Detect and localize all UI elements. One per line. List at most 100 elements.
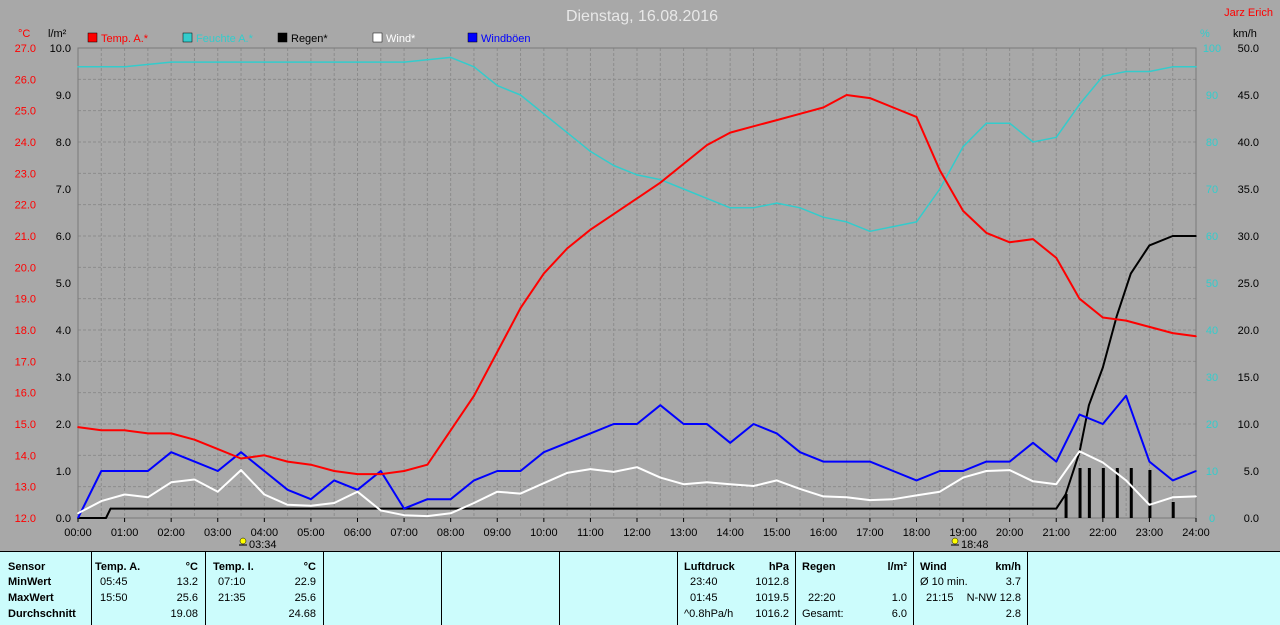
data-point-wind bbox=[473, 479, 475, 482]
data-point-temp bbox=[1125, 319, 1127, 322]
data-point-temp bbox=[1008, 241, 1011, 244]
data-point-humidity bbox=[962, 145, 964, 148]
data-point-wind bbox=[1171, 496, 1174, 499]
data-point-wind bbox=[1032, 480, 1034, 483]
data-point-humidity bbox=[892, 225, 894, 228]
data-point-temp bbox=[589, 228, 592, 231]
empty-column-3 bbox=[560, 552, 678, 625]
temp-tick-label: 26.0 bbox=[15, 74, 36, 86]
x-tick-label: 21:00 bbox=[1042, 527, 1070, 539]
data-point-rain bbox=[1148, 244, 1151, 247]
rain-interval-bar bbox=[1115, 468, 1119, 518]
rain-tick-label: 7.0 bbox=[56, 184, 71, 196]
rain-tick-label: 8.0 bbox=[56, 137, 71, 149]
wind-max-value: N-NW 12.8 bbox=[966, 592, 1021, 604]
data-point-wind bbox=[449, 512, 452, 515]
data-point-wind bbox=[915, 494, 918, 497]
data-point-temp bbox=[356, 473, 359, 475]
data-point-humidity bbox=[659, 178, 662, 181]
data-point-wind bbox=[1125, 395, 1127, 397]
x-tick-label: 10:00 bbox=[530, 527, 558, 539]
data-point-wind bbox=[356, 489, 359, 491]
data-point-temp bbox=[263, 454, 266, 457]
data-point-humidity bbox=[939, 188, 941, 190]
temp-tick-label: 13.0 bbox=[15, 482, 36, 494]
data-point-rain bbox=[1102, 366, 1104, 369]
data-point-temp bbox=[869, 97, 871, 99]
data-point-wind bbox=[263, 470, 266, 472]
sunset-marker: 18:48 bbox=[951, 537, 989, 551]
data-point-humidity bbox=[799, 207, 801, 209]
data-point-wind bbox=[123, 470, 126, 472]
x-tick-label: 06:00 bbox=[344, 527, 372, 539]
x-tick-label: 02:00 bbox=[157, 527, 185, 539]
wind-tick-label: 20.0 bbox=[1238, 325, 1259, 337]
rain-tick-label: 6.0 bbox=[56, 231, 71, 243]
data-point-temp bbox=[1078, 297, 1081, 300]
data-point-wind bbox=[589, 432, 592, 435]
sunset-icon bbox=[951, 537, 959, 546]
pressure-max-value: 1019.5 bbox=[755, 592, 789, 604]
empty-column-1 bbox=[324, 552, 442, 625]
temp-a-min-time: 05:45 bbox=[100, 576, 128, 588]
data-point-wind bbox=[333, 479, 336, 482]
data-point-temp bbox=[380, 473, 382, 475]
data-point-humidity bbox=[543, 113, 545, 115]
x-tick-label: 07:00 bbox=[390, 527, 418, 539]
data-point-humidity bbox=[123, 66, 126, 68]
data-point-wind bbox=[1171, 479, 1174, 482]
data-point-wind bbox=[1032, 442, 1034, 444]
data-point-humidity bbox=[589, 150, 592, 153]
data-point-temp bbox=[286, 460, 289, 463]
data-point-humidity bbox=[356, 61, 359, 63]
data-point-humidity bbox=[170, 61, 172, 63]
temp-i-header: Temp. I. bbox=[213, 561, 254, 573]
data-point-wind bbox=[217, 470, 219, 472]
data-point-wind bbox=[822, 495, 825, 498]
data-point-temp bbox=[799, 113, 801, 115]
temp-a-average: 19.08 bbox=[170, 608, 198, 620]
data-point-wind bbox=[1008, 460, 1011, 463]
data-point-wind bbox=[333, 502, 336, 504]
wind-tick-label: 50.0 bbox=[1238, 43, 1259, 55]
temp-tick-label: 21.0 bbox=[15, 231, 36, 243]
rain-bars bbox=[1064, 468, 1175, 518]
data-point-temp bbox=[612, 213, 615, 215]
sunrise-time: 03:34 bbox=[249, 539, 277, 551]
wind-value-3: 2.8 bbox=[1005, 608, 1021, 620]
data-point-wind bbox=[286, 489, 289, 491]
sunrise-marker: 03:34 bbox=[239, 537, 277, 551]
data-point-wind bbox=[217, 490, 219, 493]
data-point-temp bbox=[729, 131, 731, 134]
data-point-temp bbox=[822, 106, 825, 109]
rain-max-time: 22:20 bbox=[808, 592, 836, 604]
data-point-wind bbox=[1102, 461, 1104, 464]
data-point-temp bbox=[1148, 326, 1151, 328]
data-point-rain bbox=[1088, 404, 1090, 407]
legend-swatch bbox=[182, 32, 193, 43]
data-point-wind bbox=[612, 423, 615, 425]
sensor-header: Sensor bbox=[8, 561, 46, 573]
humidity-tick-label: 60 bbox=[1206, 231, 1218, 243]
data-point-temp bbox=[962, 210, 964, 212]
data-point-wind bbox=[426, 498, 429, 501]
durchschnitt-label: Durchschnitt bbox=[8, 608, 76, 620]
wind-tick-label: 25.0 bbox=[1238, 278, 1259, 290]
data-point-wind bbox=[822, 460, 825, 463]
data-point-humidity bbox=[729, 207, 731, 209]
temp-a-max-time: 15:50 bbox=[100, 592, 128, 604]
legend-label: Wind* bbox=[386, 33, 416, 45]
data-point-temp bbox=[706, 144, 708, 146]
data-point-wind bbox=[729, 442, 731, 444]
x-tick-label: 13:00 bbox=[670, 527, 698, 539]
data-point-humidity bbox=[1032, 141, 1034, 143]
x-tick-label: 14:00 bbox=[716, 527, 744, 539]
data-point-wind bbox=[869, 460, 871, 463]
data-point-humidity bbox=[822, 216, 825, 218]
data-point-wind bbox=[659, 476, 662, 479]
data-point-humidity bbox=[682, 188, 685, 190]
wind-max-time: 21:15 bbox=[926, 592, 954, 604]
data-point-humidity bbox=[217, 61, 219, 63]
data-point-humidity bbox=[869, 230, 871, 233]
x-tick-label: 04:00 bbox=[251, 527, 279, 539]
